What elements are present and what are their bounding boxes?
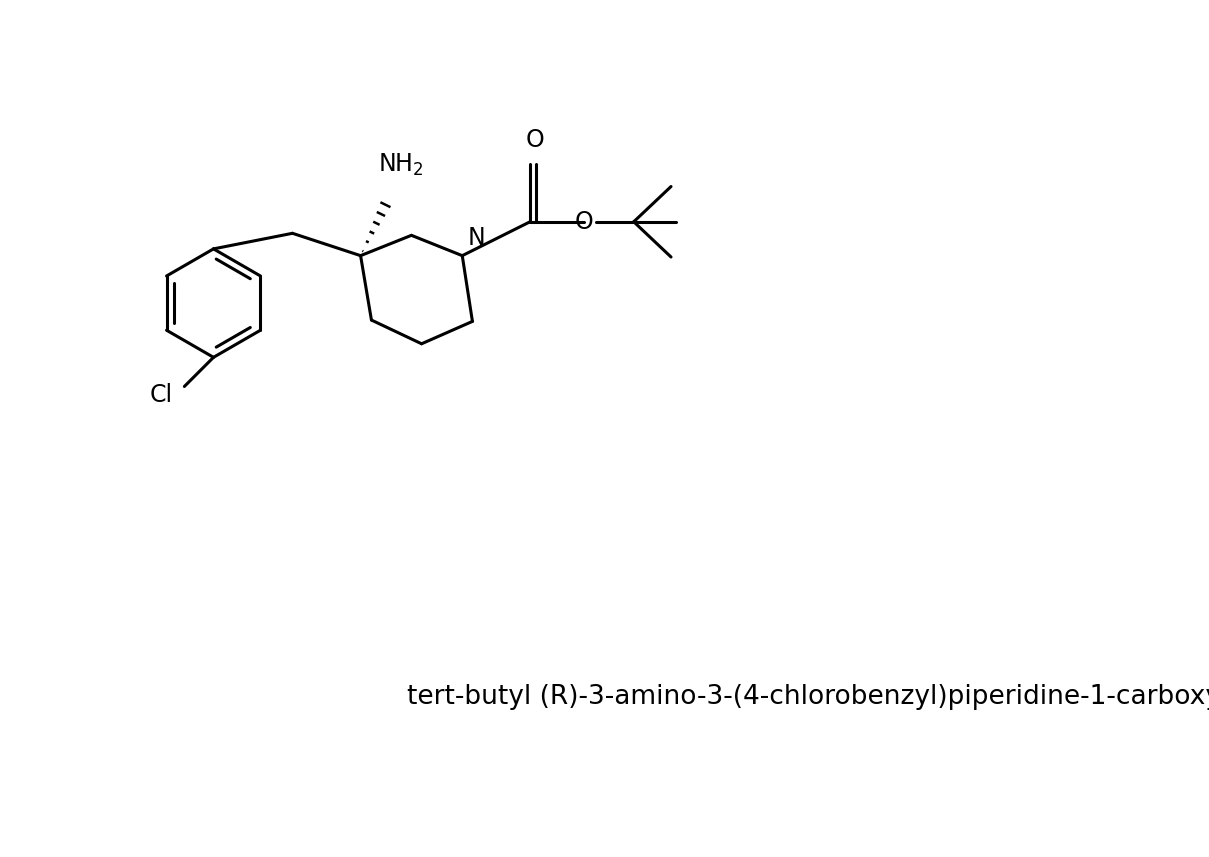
Text: NH$_2$: NH$_2$	[378, 153, 424, 178]
Text: O: O	[575, 210, 594, 234]
Text: O: O	[526, 128, 545, 152]
Text: N: N	[468, 226, 486, 250]
Text: tert-butyl (R)-3-amino-3-(4-chlorobenzyl)piperidine-1-carboxylate: tert-butyl (R)-3-amino-3-(4-chlorobenzyl…	[406, 684, 1209, 710]
Text: Cl: Cl	[150, 382, 173, 406]
